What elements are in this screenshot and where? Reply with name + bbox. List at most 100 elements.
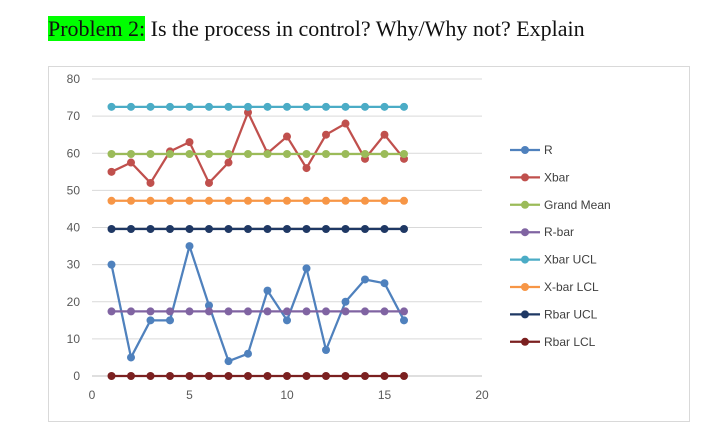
point-r: [263, 286, 272, 295]
point-r-bar: [283, 307, 291, 316]
point-rbar-ucl: [146, 224, 155, 233]
point-xbar-ucl: [322, 102, 330, 111]
point-xbar-ucl: [146, 102, 155, 111]
legend-marker-xbar: [521, 173, 529, 182]
point-xbar: [244, 108, 252, 117]
point-xbar-ucl: [127, 102, 135, 111]
point-xbar-ucl: [341, 102, 350, 111]
point-rbar-lcl: [361, 372, 369, 380]
point-x-bar-lcl: [127, 196, 135, 205]
point-x-bar-lcl: [166, 196, 174, 205]
point-x-bar-lcl: [322, 196, 330, 205]
legend-label-r-bar: R-bar: [544, 225, 574, 239]
point-xbar-ucl: [244, 102, 252, 111]
point-x-bar-lcl: [380, 196, 389, 205]
point-r: [224, 357, 233, 366]
point-xbar: [107, 167, 116, 176]
point-xbar: [127, 158, 135, 167]
point-r-bar: [302, 307, 311, 316]
point-grand-mean: [322, 149, 330, 158]
point-rbar-ucl: [205, 224, 213, 233]
point-rbar-ucl: [244, 224, 252, 233]
point-xbar-ucl: [380, 102, 389, 111]
point-rbar-lcl: [205, 372, 213, 380]
point-x-bar-lcl: [224, 196, 233, 205]
y-tick-label: 40: [67, 221, 81, 235]
point-xbar-ucl: [224, 102, 233, 111]
point-rbar-lcl: [341, 372, 350, 380]
chart-frame: [48, 66, 690, 422]
point-grand-mean: [302, 149, 311, 158]
legend-label-xbar-ucl: Xbar UCL: [544, 253, 597, 267]
point-xbar: [302, 164, 311, 173]
point-r-bar: [263, 307, 272, 316]
point-xbar: [185, 138, 194, 147]
point-x-bar-lcl: [146, 196, 155, 205]
point-rbar-ucl: [400, 224, 408, 233]
point-xbar: [205, 178, 213, 187]
point-rbar-ucl: [302, 224, 311, 233]
y-tick-label: 0: [73, 369, 80, 383]
x-tick-label: 20: [475, 388, 489, 402]
point-grand-mean: [244, 149, 252, 158]
point-rbar-ucl: [166, 224, 174, 233]
legend-marker-x-bar-lcl: [521, 283, 529, 291]
point-rbar-ucl: [224, 224, 233, 233]
x-tick-label: 10: [280, 388, 294, 402]
point-xbar-ucl: [400, 102, 408, 111]
legend-marker-grand-mean: [521, 200, 529, 209]
point-r: [400, 316, 408, 325]
point-grand-mean: [127, 149, 135, 158]
point-r: [205, 301, 213, 310]
point-r-bar: [185, 307, 194, 316]
point-r-bar: [127, 307, 135, 316]
point-xbar-ucl: [205, 102, 213, 111]
point-xbar-ucl: [361, 102, 369, 111]
point-rbar-lcl: [185, 372, 194, 380]
point-r: [302, 264, 311, 273]
point-r-bar: [244, 307, 252, 316]
point-grand-mean: [107, 149, 116, 158]
point-xbar-ucl: [107, 102, 116, 111]
point-r-bar: [341, 307, 350, 316]
y-tick-label: 20: [67, 295, 81, 309]
point-grand-mean: [185, 149, 194, 158]
point-rbar-ucl: [107, 224, 116, 233]
point-grand-mean: [224, 149, 233, 158]
point-grand-mean: [361, 149, 369, 158]
point-r-bar: [380, 307, 389, 316]
legend-marker-rbar-lcl: [521, 337, 529, 346]
point-grand-mean: [283, 149, 291, 158]
legend-marker-r: [521, 146, 529, 154]
point-r-bar: [400, 307, 408, 316]
point-r: [146, 316, 155, 325]
x-tick-label: 15: [378, 388, 392, 402]
point-r: [283, 316, 291, 325]
point-r: [322, 346, 330, 355]
point-rbar-ucl: [263, 224, 272, 233]
point-rbar-ucl: [322, 224, 330, 233]
point-x-bar-lcl: [341, 196, 350, 205]
legend-label-rbar-ucl: Rbar UCL: [544, 307, 598, 321]
point-r: [185, 242, 194, 251]
point-r: [166, 316, 174, 325]
y-tick-label: 10: [67, 332, 81, 346]
point-x-bar-lcl: [302, 196, 311, 205]
point-rbar-lcl: [263, 372, 272, 380]
point-r-bar: [224, 307, 233, 316]
problem-question: Is the process in control? Why/Why not? …: [145, 16, 585, 41]
point-rbar-ucl: [380, 224, 389, 233]
point-rbar-ucl: [341, 224, 350, 233]
point-xbar-ucl: [185, 102, 194, 111]
point-grand-mean: [166, 149, 174, 158]
point-xbar: [146, 178, 155, 187]
series-line-r: [110, 244, 405, 363]
point-r-bar: [107, 307, 116, 316]
point-grand-mean: [205, 149, 213, 158]
point-rbar-lcl: [107, 372, 116, 380]
point-x-bar-lcl: [205, 196, 213, 205]
point-r-bar: [146, 307, 155, 316]
point-rbar-lcl: [400, 372, 408, 380]
point-xbar-ucl: [166, 102, 174, 111]
